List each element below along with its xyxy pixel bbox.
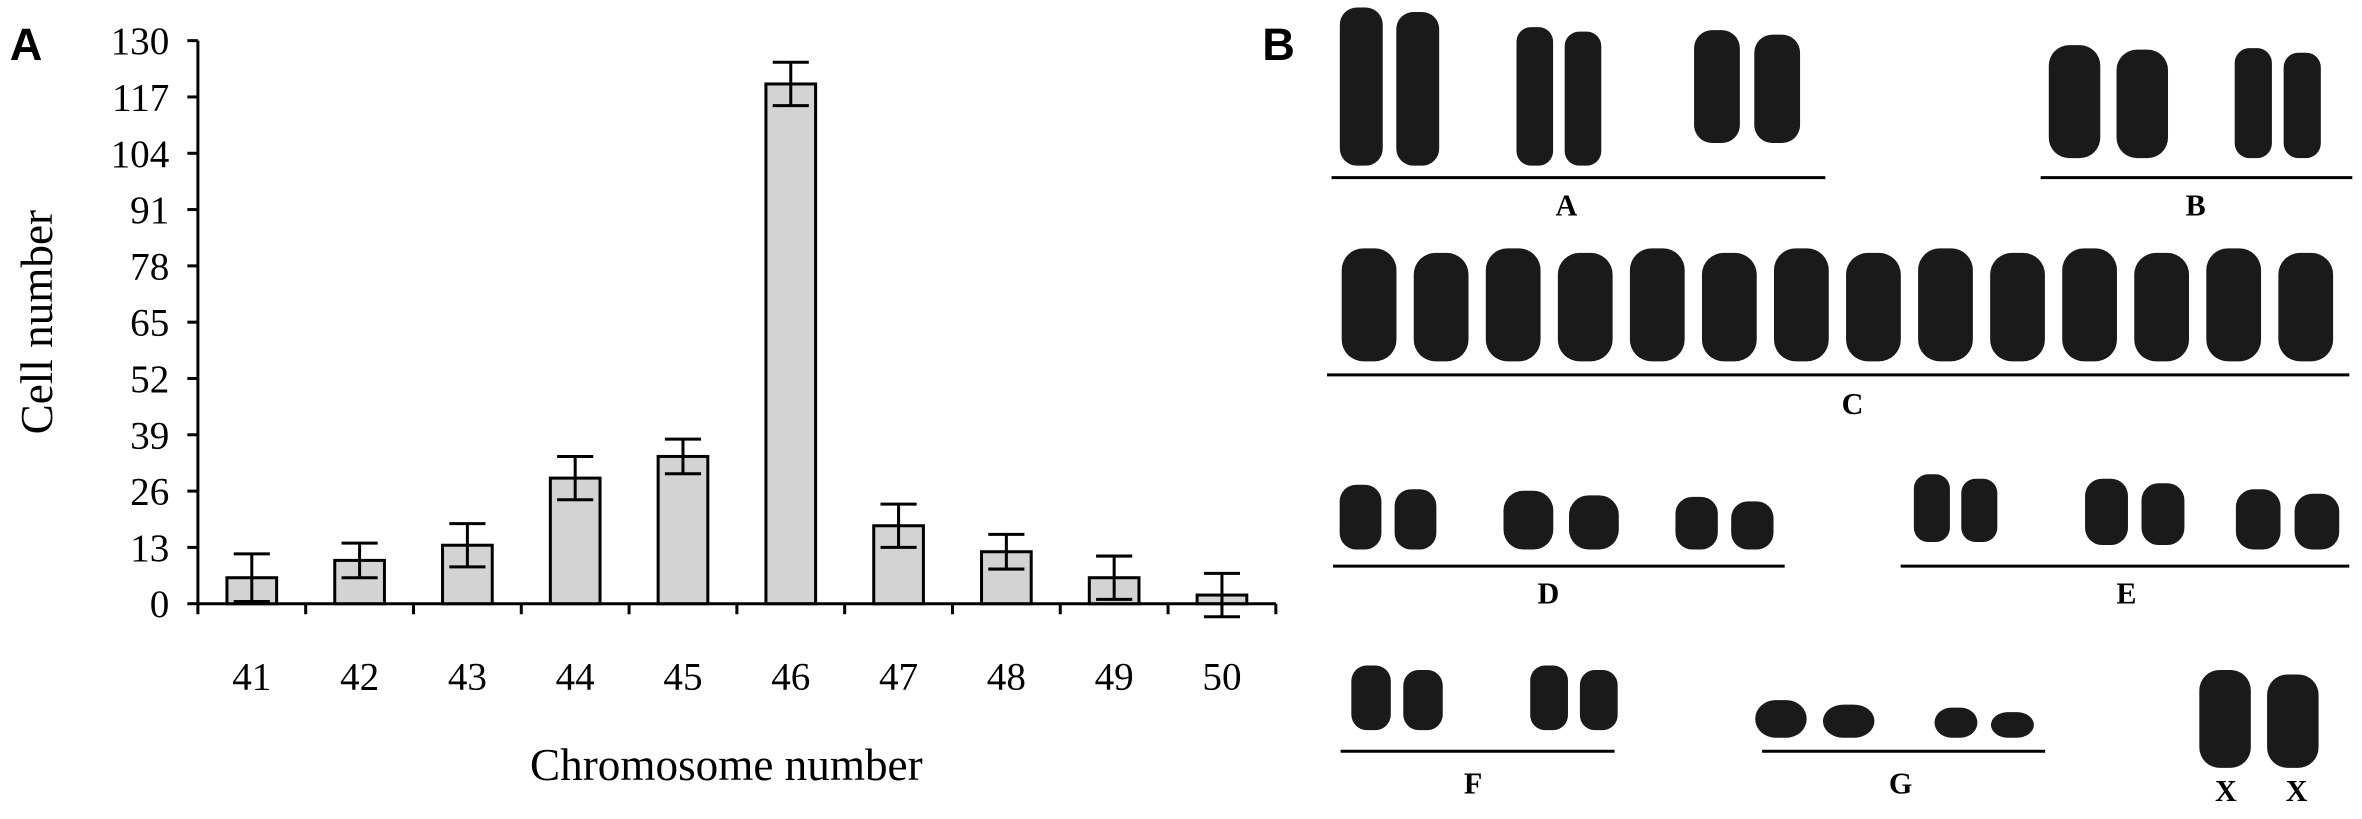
panel-label: A	[10, 19, 43, 70]
chromosome	[1990, 712, 2034, 738]
x-tick-label: 44	[556, 656, 595, 699]
chromosome	[1918, 248, 1973, 362]
chromosome	[1503, 490, 1554, 550]
error-bar	[1203, 571, 1241, 619]
error-bar	[233, 552, 270, 604]
chromosome	[1694, 30, 1740, 144]
y-tick-label: 39	[130, 414, 169, 457]
x-tick-label: 47	[879, 656, 918, 699]
chromosome	[2278, 252, 2334, 362]
group-label: E	[2116, 577, 2136, 611]
x-tick-label: 50	[1202, 656, 1241, 699]
chromosome	[2062, 248, 2117, 362]
chromosome	[2234, 48, 2272, 159]
chromosome	[2199, 669, 2251, 768]
chromosome	[2085, 478, 2128, 545]
group-label: G	[1889, 766, 1912, 800]
bar	[764, 82, 818, 606]
error-bar	[664, 437, 702, 476]
karyotype: A B C D E F G X X	[1327, 7, 2353, 808]
error-bar	[988, 532, 1025, 571]
x-tick-label: 43	[448, 656, 487, 699]
group-label: F	[1464, 766, 1482, 800]
chromosome	[2141, 483, 2185, 545]
chromosome	[1990, 252, 2045, 362]
x-axis-title: Chromosome number	[530, 740, 923, 790]
chromosome	[1396, 12, 1440, 166]
chromosome	[1413, 252, 1469, 362]
x-tick-label: 49	[1095, 656, 1134, 699]
bar	[656, 454, 710, 606]
x-tick-label: 41	[232, 656, 271, 699]
chromosome	[1516, 27, 1554, 166]
chromosome	[1341, 248, 1397, 362]
chromosome	[1754, 34, 1801, 144]
chromosome	[1339, 484, 1382, 550]
y-tick-label: 130	[111, 20, 170, 63]
chromosome	[1557, 252, 1613, 362]
chromosome	[1485, 248, 1541, 362]
chromosome	[1675, 496, 1718, 550]
chromosome	[1403, 669, 1443, 731]
chromosome	[1579, 669, 1618, 731]
x-tick-label: 48	[987, 656, 1026, 699]
y-tick-label: 104	[111, 133, 170, 176]
chromosome	[1731, 501, 1774, 550]
chromosome	[1394, 489, 1437, 550]
chromosome	[2283, 52, 2321, 159]
chromosome	[2134, 252, 2190, 362]
group-label: D	[1537, 577, 1559, 611]
chromosome	[1629, 248, 1685, 362]
chromosome	[1913, 474, 1950, 542]
x-tick-label: 45	[663, 656, 702, 699]
chromosome	[1564, 31, 1602, 166]
chromosome	[1846, 252, 1901, 362]
chromosome	[1961, 478, 1998, 542]
chromosome	[1934, 707, 1978, 738]
y-tick-label: 91	[130, 189, 169, 232]
y-tick-label: 117	[112, 77, 169, 120]
chromosome	[1755, 700, 1807, 738]
panel-label: B	[1262, 19, 1295, 70]
group-label: C	[1842, 387, 1864, 421]
chromosome	[2267, 674, 2319, 768]
error-bar	[341, 541, 378, 580]
sex-label: X	[2286, 774, 2308, 808]
y-tick-label: 0	[150, 583, 170, 626]
x-tick-label: 46	[771, 656, 810, 699]
group-label: B	[2186, 188, 2206, 222]
chromosome	[2206, 248, 2262, 362]
error-bar	[449, 522, 486, 569]
chromosome	[1774, 248, 1829, 362]
y-tick-label: 78	[130, 245, 169, 288]
y-tick-label: 52	[130, 358, 169, 401]
chromosome	[2294, 493, 2340, 550]
y-tick-label: 26	[130, 471, 169, 514]
chromosome	[1339, 7, 1383, 166]
chromosome	[1701, 252, 1757, 362]
y-tick-label: 65	[130, 302, 169, 345]
chromosome	[2116, 49, 2169, 159]
chromosome	[1822, 704, 1875, 738]
error-bar	[772, 60, 809, 108]
x-tick-label: 42	[340, 656, 379, 699]
sex-label: X	[2215, 774, 2237, 808]
chromosome	[2235, 489, 2281, 550]
chromosome	[1569, 495, 1619, 550]
chromosome	[1351, 665, 1391, 731]
error-bar	[880, 502, 917, 549]
chromosome	[2048, 45, 2101, 159]
error-bar	[1096, 554, 1133, 601]
error-bar	[557, 454, 594, 502]
group-label: A	[1556, 188, 1578, 222]
y-tick-label: 13	[130, 527, 169, 570]
chromosome	[1530, 665, 1568, 731]
y-axis-title: Cell number	[12, 210, 62, 434]
